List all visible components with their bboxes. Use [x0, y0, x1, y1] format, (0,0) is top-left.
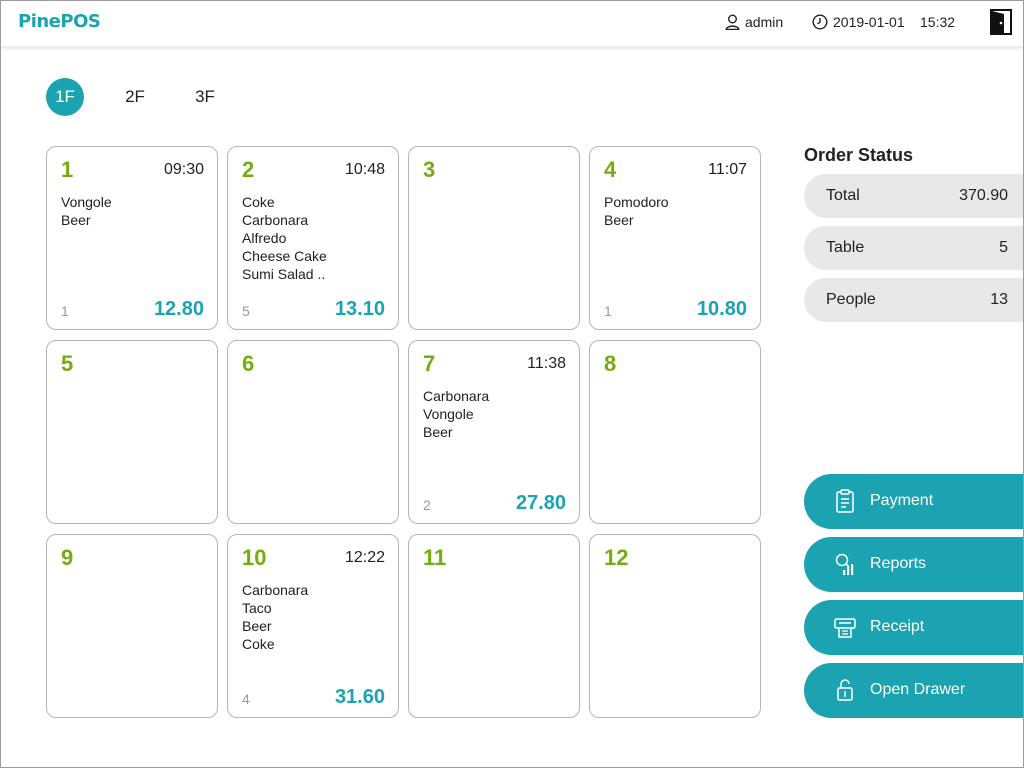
table-number: 7	[423, 351, 436, 376]
order-items: Coke Carbonara Alfredo Cheese Cake Sumi Sala…	[242, 193, 327, 283]
action-label: Reports	[870, 555, 927, 572]
action-label: Receipt	[870, 618, 925, 635]
order-time: 11:38	[527, 355, 566, 372]
table-card-12[interactable]: 12	[589, 534, 761, 718]
table-number: 1	[61, 157, 74, 182]
order-items: Vongole Beer	[61, 193, 112, 229]
people-count: 2	[423, 497, 431, 513]
exit-door-icon[interactable]	[990, 9, 1014, 35]
order-item: Sumi Salad ..	[242, 266, 326, 282]
app-logo: PinePOS	[18, 11, 101, 32]
order-amount: 12.80	[153, 298, 204, 320]
order-item: Alfredo	[242, 230, 287, 246]
order-items: Carbonara Taco Beer Coke	[242, 581, 308, 653]
user-icon	[725, 14, 740, 30]
order-time: 11:07	[708, 161, 747, 178]
table-card-4[interactable]: 4 11:07 Pomodoro Beer 1 10.80	[589, 146, 761, 330]
table-number: 10	[242, 545, 267, 570]
order-item: Beer	[423, 424, 453, 440]
order-item: Cheese Cake	[242, 248, 327, 264]
order-items: Carbonara Vongole Beer	[423, 387, 489, 441]
open-drawer-button[interactable]: Open Drawer	[804, 663, 1024, 718]
table-card-5[interactable]: 5	[46, 340, 218, 524]
current-time: 15:32	[920, 14, 956, 30]
table-number: 4	[604, 157, 617, 182]
table-card-6[interactable]: 6	[227, 340, 399, 524]
date-display: 2019-01-01	[812, 14, 905, 30]
username: admin	[745, 14, 784, 30]
table-number: 5	[61, 351, 74, 376]
status-row-table: Table 5	[804, 226, 1024, 270]
order-time: 09:30	[163, 161, 204, 178]
user-info[interactable]: admin	[725, 14, 783, 30]
reports-icon	[834, 552, 856, 576]
order-item: Coke	[242, 636, 275, 652]
current-date: 2019-01-01	[833, 14, 905, 30]
people-count: 1	[61, 303, 69, 319]
table-number: 2	[242, 157, 255, 182]
order-item: Beer	[604, 212, 634, 228]
status-row-total: Total 370.90	[804, 174, 1024, 218]
open-drawer-icon	[834, 678, 856, 702]
order-item: Vongole	[423, 406, 474, 422]
table-card-11[interactable]: 11	[408, 534, 580, 718]
order-time: 10:48	[344, 161, 385, 178]
table-card-8[interactable]: 8	[589, 340, 761, 524]
order-time: 12:22	[344, 549, 385, 566]
order-amount: 31.60	[334, 686, 385, 708]
action-label: Payment	[870, 492, 934, 509]
order-item: Beer	[61, 212, 91, 228]
order-item: Coke	[242, 194, 275, 210]
receipt-icon	[834, 615, 856, 639]
reports-button[interactable]: Reports	[804, 537, 1024, 592]
status-value: 370.90	[959, 187, 1008, 204]
table-card-3[interactable]: 3	[408, 146, 580, 330]
floor-tab-3f[interactable]: 3F	[195, 87, 215, 106]
order-amount: 13.10	[334, 298, 385, 320]
table-card-1[interactable]: 1 09:30 Vongole Beer 1 12.80	[46, 146, 218, 330]
people-count: 4	[242, 691, 250, 707]
floor-tab-2f[interactable]: 2F	[125, 87, 145, 106]
payment-icon	[834, 489, 856, 513]
order-item: Taco	[242, 600, 272, 616]
floor-tab-1f[interactable]: 1F	[46, 78, 84, 116]
order-item: Beer	[242, 618, 272, 634]
table-number: 11	[423, 545, 447, 570]
order-status-title: Order Status	[804, 145, 914, 165]
table-number: 6	[242, 351, 255, 376]
order-amount: 10.80	[696, 298, 747, 320]
status-row-people: People 13	[804, 278, 1024, 322]
order-item: Carbonara	[242, 582, 309, 598]
top-bar: PinePOS admin 2019-01-01 15:32	[0, 0, 1024, 46]
table-card-9[interactable]: 9	[46, 534, 218, 718]
table-number: 3	[423, 157, 436, 182]
table-card-10[interactable]: 10 12:22 Carbonara Taco Beer Coke 4 31.60	[227, 534, 399, 718]
clock-icon	[812, 14, 828, 30]
people-count: 5	[242, 303, 250, 319]
status-label: Total	[826, 187, 860, 204]
status-value: 5	[999, 239, 1008, 256]
order-item: Pomodoro	[604, 194, 669, 210]
status-value: 13	[990, 291, 1008, 308]
table-card-2[interactable]: 2 10:48 Coke Carbonara Alfredo Cheese Cake Sum…	[227, 146, 399, 330]
table-number: 9	[61, 545, 74, 570]
order-amount: 27.80	[515, 492, 566, 514]
action-label: Open Drawer	[870, 681, 966, 698]
table-number: 12	[604, 545, 629, 570]
order-item: Carbonara	[242, 212, 309, 228]
status-label: People	[826, 291, 876, 308]
status-label: Table	[826, 239, 865, 256]
table-card-7[interactable]: 7 11:38 Carbonara Vongole Beer 2 27.80	[408, 340, 580, 524]
payment-button[interactable]: Payment	[804, 474, 1024, 529]
order-items: Pomodoro Beer	[604, 193, 669, 229]
order-item: Carbonara	[423, 388, 490, 404]
order-item: Vongole	[61, 194, 112, 210]
people-count: 1	[604, 303, 612, 319]
receipt-button[interactable]: Receipt	[804, 600, 1024, 655]
table-number: 8	[604, 351, 617, 376]
